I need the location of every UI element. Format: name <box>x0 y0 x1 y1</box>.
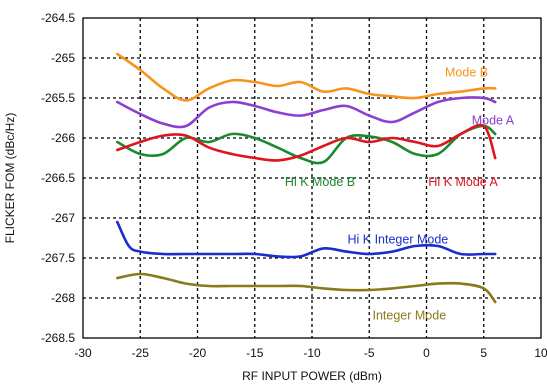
x-tick-label: 0 <box>423 346 430 360</box>
x-tick-label: 5 <box>480 346 487 360</box>
series-label-integer-mode: Integer Mode <box>372 309 446 323</box>
x-axis-title: RF INPUT POWER (dBm) <box>242 369 382 383</box>
x-tick-label: -15 <box>246 346 264 360</box>
y-axis-title: FLICKER FOM (dBc/Hz) <box>3 113 17 244</box>
x-tick-label: -30 <box>74 346 92 360</box>
x-tick-label: 10 <box>534 346 547 360</box>
plot-frame <box>82 17 542 339</box>
series-label-mode-a: Mode A <box>472 113 515 127</box>
x-tick-label: -20 <box>189 346 207 360</box>
y-tick-label: -268 <box>51 291 75 305</box>
y-tick-label: -268.5 <box>41 331 75 345</box>
series-line-mode-a <box>116 96 497 129</box>
x-tick-label: -5 <box>364 346 375 360</box>
y-tick-label: -266 <box>51 131 75 145</box>
series-line-integer-mode <box>116 272 497 304</box>
y-tick-label: -267 <box>51 211 75 225</box>
series-line-hi-k-mode-a <box>116 123 497 162</box>
y-tick-label: -267.5 <box>41 251 75 265</box>
y-tick-label: -265 <box>51 51 75 65</box>
y-tick-label: -266.5 <box>41 171 75 185</box>
series-group <box>116 52 497 304</box>
series-label-mode-b: Mode B <box>445 65 488 79</box>
series-line-mode-b <box>116 52 497 102</box>
series-label-hi-k-mode-a: Hi K Mode A <box>428 175 498 189</box>
series-labels: Mode B Mode A Hi K Mode B Hi K Mode A Hi K I… <box>285 65 515 322</box>
y-tick-label: -264.5 <box>41 11 75 25</box>
series-label-hi-k-mode-b: Hi K Mode B <box>285 175 355 189</box>
y-tick-labels: -264.5 -265 -265.5 -266 -266.5 -267 -267.5 -268… <box>41 11 75 345</box>
series-line-hi-k-mode-b <box>116 124 497 165</box>
series-label-hi-k-integer-mode: Hi K Integer Mode <box>348 233 449 247</box>
x-tick-labels: -30 -25 -20 -15 -10 -5 0 5 10 <box>74 346 547 360</box>
x-tick-label: -25 <box>132 346 150 360</box>
y-tick-label: -265.5 <box>41 91 75 105</box>
x-tick-label: -10 <box>303 346 321 360</box>
series-line-hi-k-integer-mode <box>116 220 497 259</box>
grid <box>83 18 541 338</box>
